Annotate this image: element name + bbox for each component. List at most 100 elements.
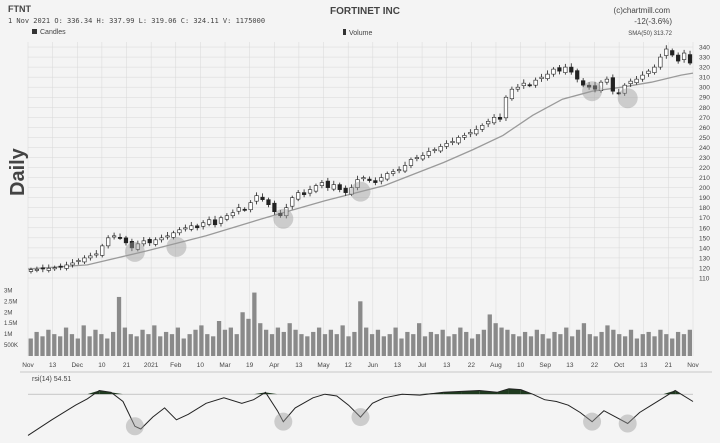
date-tick-label: Jun: [368, 362, 379, 369]
volume-bar: [122, 327, 128, 356]
volume-bar: [452, 334, 457, 356]
sma50-line: [27, 72, 694, 270]
candle-body: [468, 132, 473, 135]
volume-bar: [87, 336, 92, 356]
rsi-overbought-fill: [508, 388, 521, 395]
candle-body: [319, 182, 325, 186]
volume-bar: [487, 314, 492, 356]
volume-bar: [169, 334, 175, 356]
candle-body: [100, 245, 105, 256]
volume-tick-label: 1M: [4, 332, 12, 338]
candle-body: [159, 237, 164, 241]
volume-bar: [63, 327, 69, 356]
candle-body: [52, 267, 57, 270]
volume-bar: [687, 329, 692, 356]
candle-body: [260, 196, 265, 200]
volume-bar: [269, 334, 275, 356]
volume-bar: [611, 329, 616, 356]
candle-body: [189, 225, 194, 230]
candle-body: [545, 73, 550, 79]
volume-bar: [505, 329, 510, 356]
rsi-line: [27, 388, 694, 436]
volume-bar: [417, 323, 422, 356]
candle-body: [432, 149, 437, 151]
candle-body: [94, 253, 99, 256]
volume-bar: [346, 336, 351, 356]
volume-tick-label: 3M: [4, 288, 12, 294]
dip-highlight-circle: [273, 208, 294, 229]
candle-body: [509, 88, 515, 100]
dip-highlight-circle: [617, 88, 638, 109]
candle-body: [266, 199, 271, 205]
volume-bar: [369, 334, 375, 356]
candle-body: [622, 84, 627, 94]
volume-bar: [222, 329, 228, 356]
candle-body: [307, 189, 313, 194]
volume-bar: [340, 325, 345, 356]
volume-bar: [622, 336, 628, 356]
volume-bar: [664, 334, 669, 356]
candle-body: [206, 219, 212, 225]
volume-bar: [617, 334, 622, 356]
candle-body: [503, 96, 509, 119]
volume-tick-label: 1.5M: [4, 321, 17, 327]
price-tick-label: 130: [699, 255, 710, 262]
volume-bar: [275, 327, 281, 356]
candle-body: [195, 225, 200, 229]
date-tick-label: Apr: [269, 362, 280, 369]
candle-body: [46, 267, 51, 271]
volume-bar: [163, 331, 169, 356]
volume-bar: [134, 336, 139, 356]
volume-bar: [93, 329, 98, 356]
price-tick-label: 190: [699, 195, 710, 202]
volume-bar: [375, 329, 381, 356]
candle-body: [218, 217, 224, 224]
candle-body: [212, 219, 218, 226]
candle-body: [563, 66, 568, 73]
price-tick-label: 280: [699, 105, 710, 112]
rsi-dip-circle: [125, 417, 144, 436]
candle-body: [610, 77, 615, 92]
candle-body: [402, 165, 408, 172]
date-tick-label: Mar: [219, 362, 231, 369]
date-tick-label: 13: [49, 362, 57, 369]
price-tick-label: 260: [699, 125, 710, 132]
volume-bar: [605, 325, 610, 356]
volume-bar: [399, 338, 404, 356]
volume-bar: [352, 331, 357, 356]
volume-bar: [228, 327, 233, 356]
volume-bar: [499, 327, 504, 356]
candle-body: [687, 54, 693, 64]
rsi-label: rsi(14) 54.51: [32, 376, 71, 383]
candle-body: [284, 207, 289, 217]
price-tick-label: 200: [699, 185, 710, 192]
volume-bar: [187, 334, 192, 356]
price-tick-label: 140: [699, 245, 710, 252]
candle-body: [420, 155, 425, 160]
volume-bar: [393, 327, 398, 356]
sma-layer: [27, 72, 694, 270]
date-tick-label: 10: [98, 362, 106, 369]
volume-bar: [558, 334, 563, 356]
dip-highlight-circle: [166, 236, 187, 257]
ticker-symbol: FTNT: [8, 4, 31, 14]
volume-bar: [652, 336, 657, 356]
volume-bar: [152, 325, 157, 356]
candle-body: [426, 151, 431, 156]
volume-bar: [263, 329, 269, 356]
price-tick-label: 150: [699, 235, 710, 242]
volume-bar: [299, 334, 304, 356]
candle-body: [640, 74, 645, 80]
candle-body: [248, 202, 253, 211]
volume-bar: [358, 301, 363, 356]
volume-bar: [540, 334, 545, 356]
candle-body: [331, 184, 336, 190]
candle-body: [581, 80, 586, 86]
price-tick-label: 270: [699, 115, 710, 122]
volume-bar: [181, 338, 186, 356]
volume-bar: [640, 334, 645, 356]
date-tick-label: 10: [517, 362, 525, 369]
volume-bar: [493, 323, 498, 356]
volume-bar: [75, 338, 80, 356]
candle-body: [616, 92, 621, 95]
